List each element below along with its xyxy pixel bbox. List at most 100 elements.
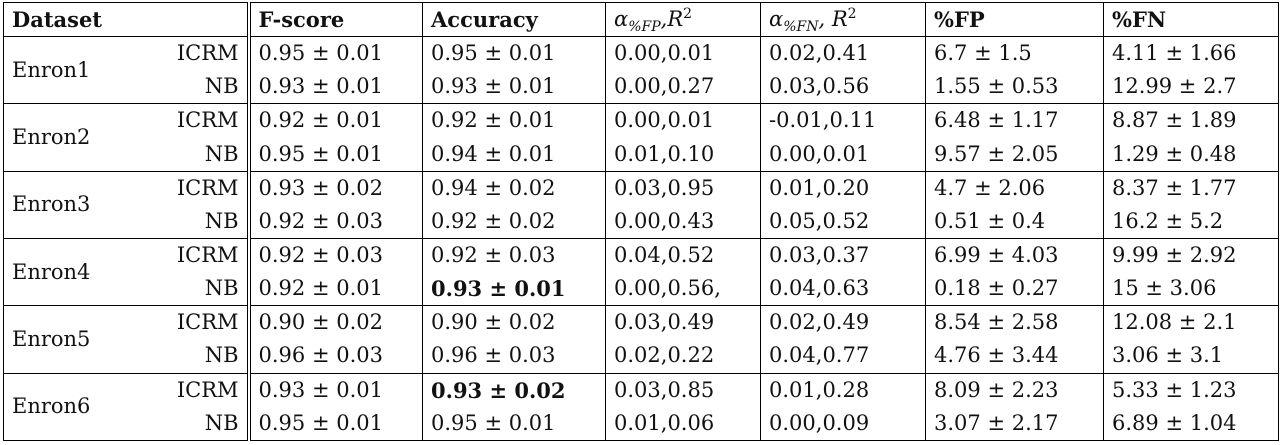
cell-fp: 9.57 ± 2.05 — [925, 137, 1105, 172]
cell-alpha-fn: 0.03,0.56 — [760, 70, 927, 105]
method-name: NB — [143, 406, 249, 441]
alpha-fp-superscript: 2 — [683, 6, 693, 22]
cell-fscore: 0.92 ± 0.01 — [246, 103, 424, 138]
table-row: Enron3 ICRM 0.93 ± 0.02 0.94 ± 0.02 0.03,0.9… — [3, 171, 1280, 239]
method-name: NB — [143, 70, 249, 105]
method-name: ICRM — [176, 243, 239, 268]
cell-fscore: 0.95 ± 0.01 — [246, 36, 424, 71]
cell-fn: 12.08 ± 2.1 — [1103, 305, 1280, 340]
cell-alpha-fp: 0.02,0.22 — [605, 339, 762, 374]
cell-accuracy: 0.93 ± 0.01 — [422, 272, 607, 307]
table-row: Enron4 ICRM 0.92 ± 0.03 0.92 ± 0.03 0.04,0.5… — [3, 238, 1280, 307]
cell-alpha-fp: 0.00,0.01 — [605, 36, 762, 71]
cell-accuracy: 0.94 ± 0.02 — [422, 171, 607, 205]
alpha-fn-rest: , R — [818, 7, 848, 31]
cell-accuracy: 0.95 ± 0.01 — [422, 406, 607, 441]
cell-accuracy: 0.95 ± 0.01 — [422, 36, 607, 71]
cell-fscore: 0.92 ± 0.03 — [246, 238, 424, 273]
table-row: NB 0.95 ± 0.01 0.94 ± 0.01 0.01,0.10 0.00,0.… — [4, 137, 1280, 172]
method-name: ICRM — [176, 310, 239, 335]
table-row: NB 0.92 ± 0.01 0.93 ± 0.01 0.00,0.56, 0.04,0… — [4, 272, 1280, 307]
cell-alpha-fp: 0.03,0.95 — [605, 171, 762, 205]
cell-fn: 8.87 ± 1.89 — [1103, 103, 1280, 138]
cell-alpha-fp: 0.03,0.49 — [605, 305, 762, 340]
cell-accuracy: 0.96 ± 0.03 — [422, 339, 607, 374]
alpha-fp-rest: ,R — [660, 7, 684, 31]
dataset-name: Enron6 — [3, 373, 144, 442]
method-name: NB — [143, 339, 249, 374]
header-fp: %FP — [925, 2, 1105, 37]
cell-alpha-fn: 0.02,0.41 — [760, 36, 927, 71]
cell-accuracy: 0.93 ± 0.02 — [422, 373, 607, 407]
cell-fscore: 0.93 ± 0.01 — [246, 373, 424, 407]
dataset-name: Enron3 — [3, 171, 144, 239]
table-row: Enron1 ICRM 0.95 ± 0.01 0.95 ± 0.01 0.00,0.0… — [3, 36, 1280, 105]
cell-alpha-fp: 0.00,0.01 — [605, 103, 762, 138]
cell-alpha-fp: 0.00,0.43 — [605, 204, 762, 239]
method-name: ICRM — [176, 175, 239, 200]
cell-fn: 9.99 ± 2.92 — [1103, 238, 1280, 273]
alpha-fn-superscript: 2 — [847, 6, 857, 22]
cell-fp: 6.7 ± 1.5 — [925, 36, 1105, 71]
cell-fp: 0.51 ± 0.4 — [925, 204, 1105, 239]
cell-fscore: 0.93 ± 0.01 — [246, 70, 424, 105]
cell-fn: 8.37 ± 1.77 — [1103, 171, 1280, 205]
table-row: Enron5 ICRM 0.90 ± 0.02 0.90 ± 0.02 0.03,0.4… — [3, 305, 1280, 374]
header-accuracy: Accuracy — [422, 2, 607, 37]
cell-fp: 4.76 ± 3.44 — [925, 339, 1105, 374]
table-row: NB 0.93 ± 0.01 0.93 ± 0.01 0.00,0.27 0.03,0.… — [4, 70, 1280, 105]
cell-fscore: 0.93 ± 0.02 — [246, 171, 424, 205]
header-fn: %FN — [1103, 2, 1280, 37]
table-body: Enron1 ICRM 0.95 ± 0.01 0.95 ± 0.01 0.00,0.0… — [3, 36, 1280, 442]
cell-alpha-fn: 0.00,0.09 — [760, 406, 927, 441]
alpha-fp-subscript: %FP — [628, 19, 661, 36]
cell-fscore: 0.96 ± 0.03 — [246, 339, 424, 374]
alpha-fp-symbol: α — [614, 7, 629, 31]
alpha-fn-subscript: %FN — [783, 19, 819, 36]
cell-fn: 4.11 ± 1.66 — [1103, 36, 1280, 71]
header-fscore: F-score — [246, 2, 424, 37]
cell-alpha-fp: 0.01,0.10 — [605, 137, 762, 172]
cell-alpha-fp: 0.01,0.06 — [605, 406, 762, 441]
header-dataset: Dataset — [2, 2, 249, 37]
cell-fn: 5.33 ± 1.23 — [1103, 373, 1280, 407]
cell-fscore: 0.95 ± 0.01 — [246, 406, 424, 441]
cell-fscore: 0.95 ± 0.01 — [246, 137, 424, 172]
method-name: ICRM — [176, 377, 239, 402]
header-alpha-fp: α%FP,R2 — [605, 2, 762, 37]
table-row: NB 0.92 ± 0.03 0.92 ± 0.02 0.00,0.43 0.05,0.… — [4, 204, 1280, 239]
cell-accuracy: 0.92 ± 0.02 — [422, 204, 607, 239]
method-name: ICRM — [176, 108, 239, 133]
dataset-name: Enron5 — [3, 305, 144, 374]
cell-fscore: 0.92 ± 0.03 — [246, 204, 424, 239]
method-name: ICRM — [176, 41, 239, 66]
cell-alpha-fn: 0.03,0.37 — [760, 238, 927, 273]
dataset-name: Enron2 — [3, 103, 144, 172]
cell-accuracy: 0.94 ± 0.01 — [422, 137, 607, 172]
table-row: NB 0.95 ± 0.01 0.95 ± 0.01 0.01,0.06 0.00,0.… — [4, 406, 1280, 441]
cell-alpha-fn: 0.00,0.01 — [760, 137, 927, 172]
dataset-name: Enron1 — [3, 36, 144, 105]
cell-fp: 6.99 ± 4.03 — [925, 238, 1105, 273]
cell-alpha-fn: 0.05,0.52 — [760, 204, 927, 239]
cell-fp: 3.07 ± 2.17 — [925, 406, 1105, 441]
cell-fscore: 0.92 ± 0.01 — [246, 272, 424, 307]
dataset-name: Enron4 — [3, 238, 144, 307]
cell-alpha-fn: 0.04,0.63 — [760, 272, 927, 307]
cell-fp: 0.18 ± 0.27 — [925, 272, 1105, 307]
cell-fn: 6.89 ± 1.04 — [1103, 406, 1280, 441]
cell-alpha-fp: 0.04,0.52 — [605, 238, 762, 273]
cell-fn: 15 ± 3.06 — [1103, 272, 1280, 307]
header-row: Dataset F-score Accuracy α%FP,R2 α%FN, R… — [2, 2, 1280, 37]
method-name: NB — [143, 272, 249, 307]
cell-fp: 8.54 ± 2.58 — [925, 305, 1105, 340]
cell-accuracy: 0.93 ± 0.01 — [422, 70, 607, 105]
cell-fp: 6.48 ± 1.17 — [925, 103, 1105, 138]
cell-accuracy: 0.92 ± 0.01 — [422, 103, 607, 138]
method-name: NB — [143, 204, 249, 239]
cell-fn: 1.29 ± 0.48 — [1103, 137, 1280, 172]
cell-accuracy: 0.92 ± 0.03 — [422, 238, 607, 273]
table-row: Enron2 ICRM 0.92 ± 0.01 0.92 ± 0.01 0.00,0.0… — [3, 103, 1280, 172]
cell-fp: 8.09 ± 2.23 — [925, 373, 1105, 407]
